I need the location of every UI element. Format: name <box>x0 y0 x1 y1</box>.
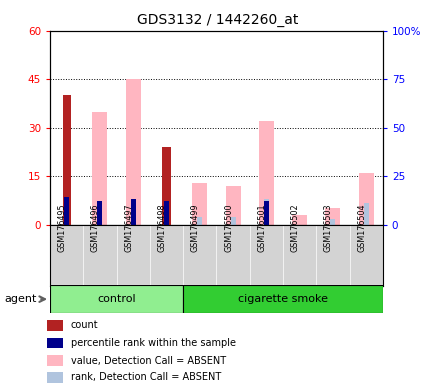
Bar <box>47 372 62 382</box>
Text: control: control <box>97 294 135 304</box>
Text: GSM176498: GSM176498 <box>157 204 166 252</box>
Bar <box>131 199 135 225</box>
Bar <box>292 215 306 225</box>
Bar <box>263 199 268 225</box>
Text: GSM176495: GSM176495 <box>58 204 66 252</box>
Bar <box>92 111 107 225</box>
Text: agent: agent <box>4 294 36 304</box>
Bar <box>358 173 373 225</box>
Bar <box>330 219 335 225</box>
Bar <box>192 183 207 225</box>
Bar <box>64 197 69 225</box>
Text: GSM176497: GSM176497 <box>124 204 133 252</box>
Bar <box>125 79 140 225</box>
Text: percentile rank within the sample: percentile rank within the sample <box>71 338 235 348</box>
Bar <box>225 186 240 225</box>
Text: GSM176500: GSM176500 <box>224 204 233 252</box>
Bar <box>263 201 268 225</box>
Text: GSM176499: GSM176499 <box>191 204 199 252</box>
Bar <box>97 201 102 225</box>
Bar <box>363 203 368 225</box>
Bar <box>131 199 135 225</box>
Text: GSM176496: GSM176496 <box>91 204 100 252</box>
Bar <box>230 217 235 225</box>
Text: cigarette smoke: cigarette smoke <box>237 294 327 304</box>
Bar <box>50 285 183 313</box>
Bar <box>164 201 168 225</box>
Text: value, Detection Call = ABSENT: value, Detection Call = ABSENT <box>71 356 225 366</box>
Text: GDS3132 / 1442260_at: GDS3132 / 1442260_at <box>137 13 297 27</box>
Bar <box>183 285 382 313</box>
Bar <box>325 209 339 225</box>
Text: GSM176502: GSM176502 <box>290 204 299 252</box>
Bar <box>47 355 62 366</box>
Bar <box>162 147 170 225</box>
Bar <box>197 217 202 225</box>
Bar <box>62 95 71 225</box>
Bar <box>164 201 168 225</box>
Text: GSM176504: GSM176504 <box>356 204 365 252</box>
Text: GSM176501: GSM176501 <box>257 204 266 252</box>
Text: rank, Detection Call = ABSENT: rank, Detection Call = ABSENT <box>71 372 220 382</box>
Bar <box>47 338 62 348</box>
Bar <box>258 121 273 225</box>
Bar <box>47 320 62 331</box>
Text: count: count <box>71 320 98 330</box>
Text: GSM176503: GSM176503 <box>323 204 332 252</box>
